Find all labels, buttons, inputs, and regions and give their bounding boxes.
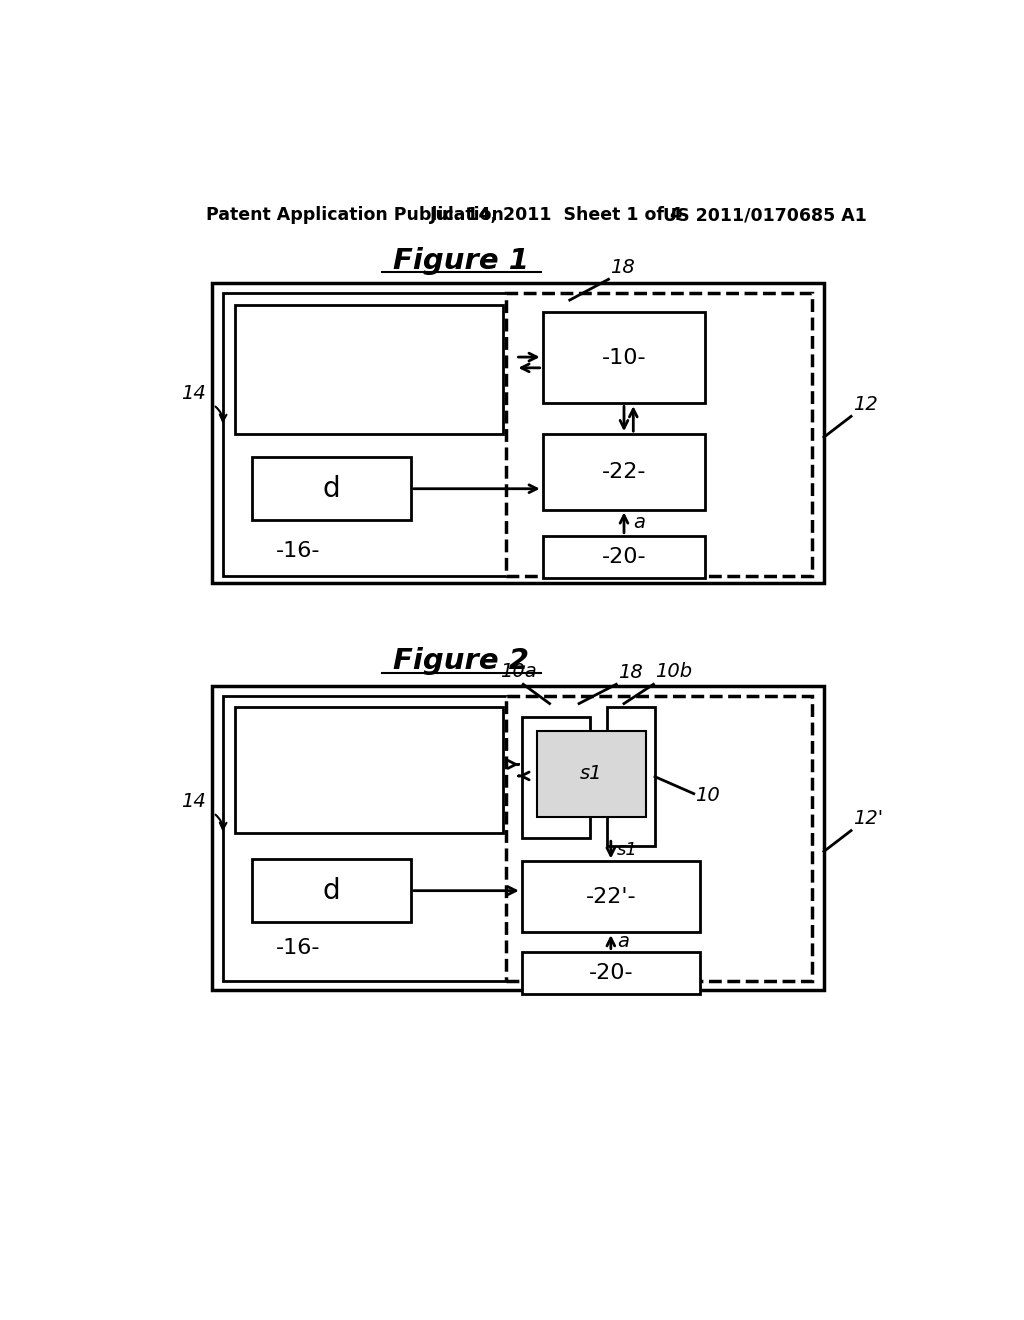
Text: Patent Application Publication: Patent Application Publication xyxy=(206,206,504,224)
Bar xyxy=(543,434,706,510)
Text: -16-: -16- xyxy=(276,541,321,561)
Text: -22'-: -22'- xyxy=(586,887,636,907)
Text: -16-: -16- xyxy=(276,937,321,957)
Bar xyxy=(607,708,655,846)
Bar xyxy=(521,952,700,994)
Bar xyxy=(234,708,503,833)
Bar xyxy=(521,717,590,838)
Text: 14: 14 xyxy=(181,792,206,810)
Text: 10b: 10b xyxy=(655,663,692,681)
Bar xyxy=(543,536,706,578)
Text: US 2011/0170685 A1: US 2011/0170685 A1 xyxy=(663,206,866,224)
Text: 12': 12' xyxy=(853,809,883,829)
Text: Jul. 14, 2011  Sheet 1 of 4: Jul. 14, 2011 Sheet 1 of 4 xyxy=(430,206,683,224)
Text: -20-: -20- xyxy=(602,546,646,566)
Bar xyxy=(212,284,824,583)
Text: s1: s1 xyxy=(617,841,638,859)
Text: -22-: -22- xyxy=(602,462,646,482)
Text: a: a xyxy=(633,513,645,532)
Bar xyxy=(252,859,411,923)
Bar xyxy=(252,457,411,520)
Text: 12: 12 xyxy=(853,395,878,414)
Text: 18: 18 xyxy=(610,257,635,277)
Bar xyxy=(212,686,824,990)
Bar xyxy=(506,293,812,576)
Bar xyxy=(222,293,515,576)
Text: -20-: -20- xyxy=(589,962,633,982)
Bar xyxy=(506,696,812,981)
Text: d: d xyxy=(323,475,340,503)
Bar xyxy=(234,305,503,434)
Bar xyxy=(538,730,646,817)
Text: d: d xyxy=(323,876,340,904)
Text: s1: s1 xyxy=(581,764,603,783)
Text: 14: 14 xyxy=(181,384,206,403)
Text: Figure 2: Figure 2 xyxy=(393,647,529,676)
Text: Figure 1: Figure 1 xyxy=(393,247,529,275)
Bar xyxy=(521,862,700,932)
Bar xyxy=(222,696,515,981)
Bar xyxy=(543,313,706,404)
Text: 10a: 10a xyxy=(500,663,537,681)
Text: -10-: -10- xyxy=(602,348,646,368)
Text: 18: 18 xyxy=(617,663,642,682)
Text: a: a xyxy=(617,932,629,950)
Text: 10: 10 xyxy=(695,787,720,805)
